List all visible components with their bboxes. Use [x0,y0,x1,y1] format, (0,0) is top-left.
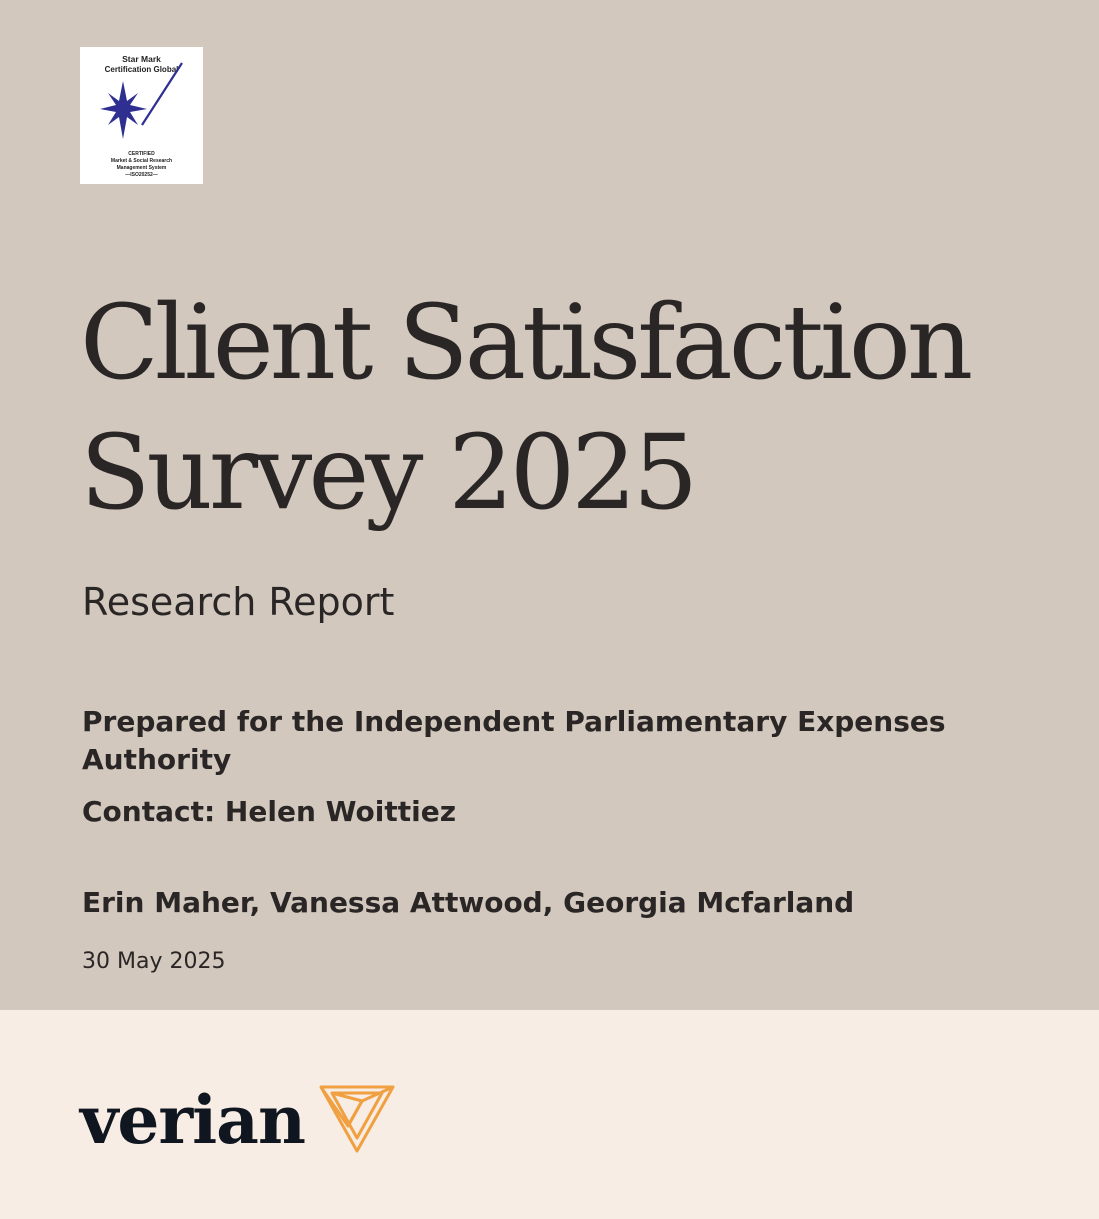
triangle-knot-icon [319,1085,395,1153]
report-title-line1: Client Satisfaction [80,283,973,403]
report-title: Client Satisfaction Survey 2025 [80,278,1080,538]
cert-caption-line2: Market & Social Research [111,158,172,164]
prepared-for: Prepared for the Independent Parliamenta… [82,705,946,776]
cert-caption-line3: Management System [117,165,167,171]
report-title-line2: Survey 2025 [80,413,698,533]
certification-badge: Star Mark Certification Global CERTIFIED… [80,47,203,184]
cover-bottom-panel [0,1010,1099,1219]
cert-caption-line1: CERTIFIED [128,151,155,157]
report-date: 30 May 2025 [82,949,226,974]
authors-line: Erin Maher, Vanessa Attwood, Georgia Mcf… [82,886,855,919]
star-icon: Star Mark Certification Global CERTIFIED… [100,54,183,178]
cert-name-line2: Certification Global [105,65,179,74]
cert-caption-line4: —ISO20252— [125,172,158,178]
cert-name-line1: Star Mark [122,54,161,64]
brand-wordmark: verian [80,1081,306,1159]
contact-line: Contact: Helen Woittiez [82,795,456,828]
report-subtitle: Research Report [82,580,395,624]
